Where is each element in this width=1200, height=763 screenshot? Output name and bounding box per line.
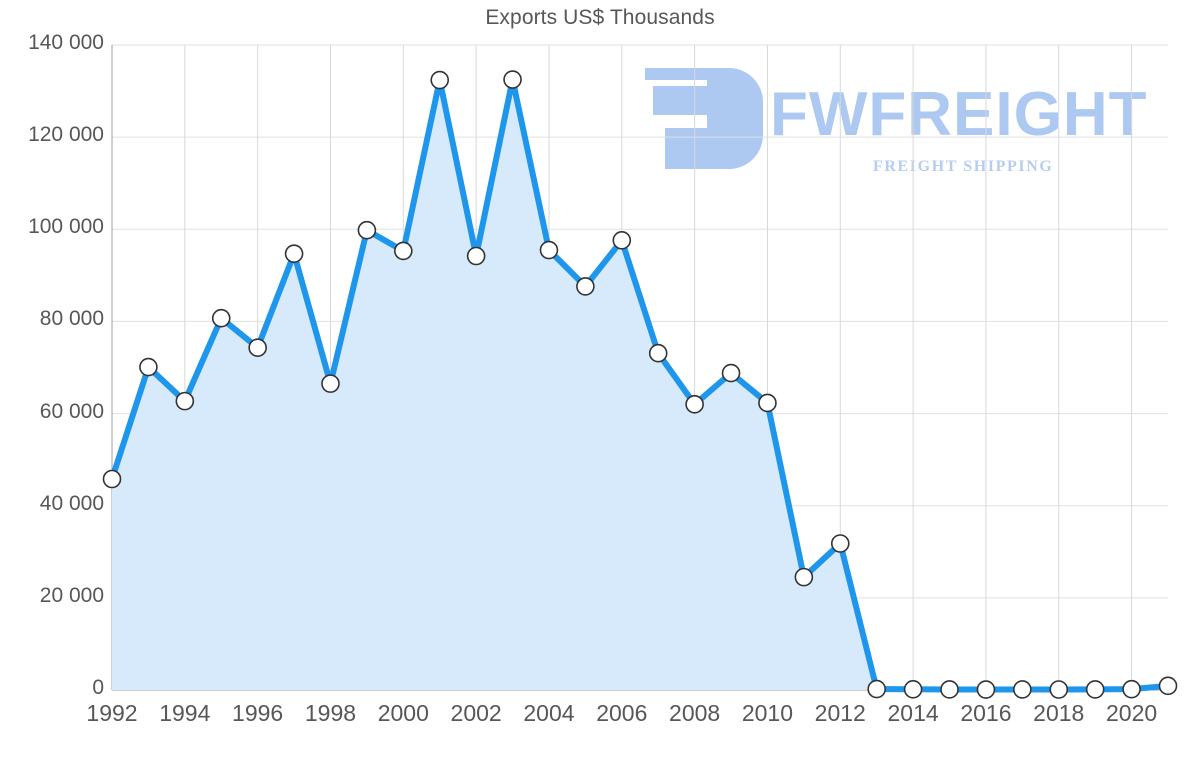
y-axis-tick-label: 40 000 <box>39 491 104 515</box>
data-point-marker[interactable] <box>794 567 814 587</box>
data-point-marker[interactable] <box>430 70 450 90</box>
data-point-marker[interactable] <box>976 680 996 699</box>
x-axis-tick-label: 2008 <box>669 700 721 726</box>
series-area-line <box>102 70 1178 699</box>
data-point-marker[interactable] <box>248 338 267 357</box>
data-point-marker[interactable] <box>102 469 122 489</box>
x-axis-tick-label: 2000 <box>377 700 429 726</box>
y-axis-tick-label: 60 000 <box>39 399 104 423</box>
data-point-marker[interactable] <box>357 220 377 240</box>
data-point-marker[interactable] <box>830 534 850 553</box>
data-point-marker[interactable] <box>940 680 959 699</box>
x-axis-tick-label: 2018 <box>1033 700 1085 726</box>
data-point-marker[interactable] <box>1122 679 1141 699</box>
x-axis-tick-label: 1994 <box>159 700 211 726</box>
data-point-marker[interactable] <box>648 343 668 363</box>
plot-area <box>102 44 1178 699</box>
data-point-marker[interactable] <box>1013 680 1032 699</box>
data-point-marker[interactable] <box>321 374 340 393</box>
y-axis-tick-label: 140 000 <box>28 31 104 54</box>
data-point-marker[interactable] <box>539 240 559 260</box>
x-axis-tick-label: 1998 <box>304 700 357 726</box>
data-point-marker[interactable] <box>903 680 923 699</box>
y-axis-tick-label: 100 000 <box>28 215 104 239</box>
data-point-marker[interactable] <box>758 393 777 413</box>
data-point-marker[interactable] <box>175 391 195 411</box>
x-axis-tick-label: 2016 <box>960 700 1012 726</box>
data-point-marker[interactable] <box>1049 680 1069 699</box>
x-axis-tick-label: 1992 <box>86 700 138 726</box>
x-axis-tick-label: 2002 <box>450 700 502 726</box>
y-axis: 0 20 000 40 000 60 000 80 000 100 000 120 000 1… <box>0 0 104 763</box>
y-axis-tick-label: 0 <box>92 676 104 699</box>
data-point-marker[interactable] <box>612 231 632 250</box>
series-fill <box>112 79 1168 690</box>
y-axis-tick-label: 120 000 <box>28 123 104 147</box>
x-axis-tick-label: 2010 <box>741 700 794 726</box>
y-axis-tick-label: 20 000 <box>39 583 104 607</box>
data-point-marker[interactable] <box>721 363 741 383</box>
x-axis-tick-label: 2012 <box>814 700 866 726</box>
data-point-marker[interactable] <box>503 70 522 89</box>
data-point-marker[interactable] <box>211 308 231 328</box>
x-axis-tick-label: 2014 <box>887 700 939 726</box>
data-point-marker[interactable] <box>139 357 158 377</box>
data-point-marker[interactable] <box>394 241 413 261</box>
data-point-marker[interactable] <box>1158 676 1178 696</box>
chart-title: Exports US$ Thousands <box>485 6 715 29</box>
x-axis-tick-label: 2006 <box>596 700 648 726</box>
data-point-marker[interactable] <box>867 679 886 699</box>
data-point-marker[interactable] <box>284 244 304 264</box>
data-point-marker[interactable] <box>576 277 595 296</box>
data-point-marker[interactable] <box>466 246 486 266</box>
data-point-marker[interactable] <box>1085 680 1105 699</box>
x-axis-tick-label: 2020 <box>1105 700 1158 726</box>
y-axis-tick-label: 80 000 <box>39 307 104 331</box>
x-axis-tick-label: 2004 <box>523 700 575 726</box>
x-axis-tick-label: 1996 <box>232 700 284 726</box>
data-point-marker[interactable] <box>685 395 704 414</box>
